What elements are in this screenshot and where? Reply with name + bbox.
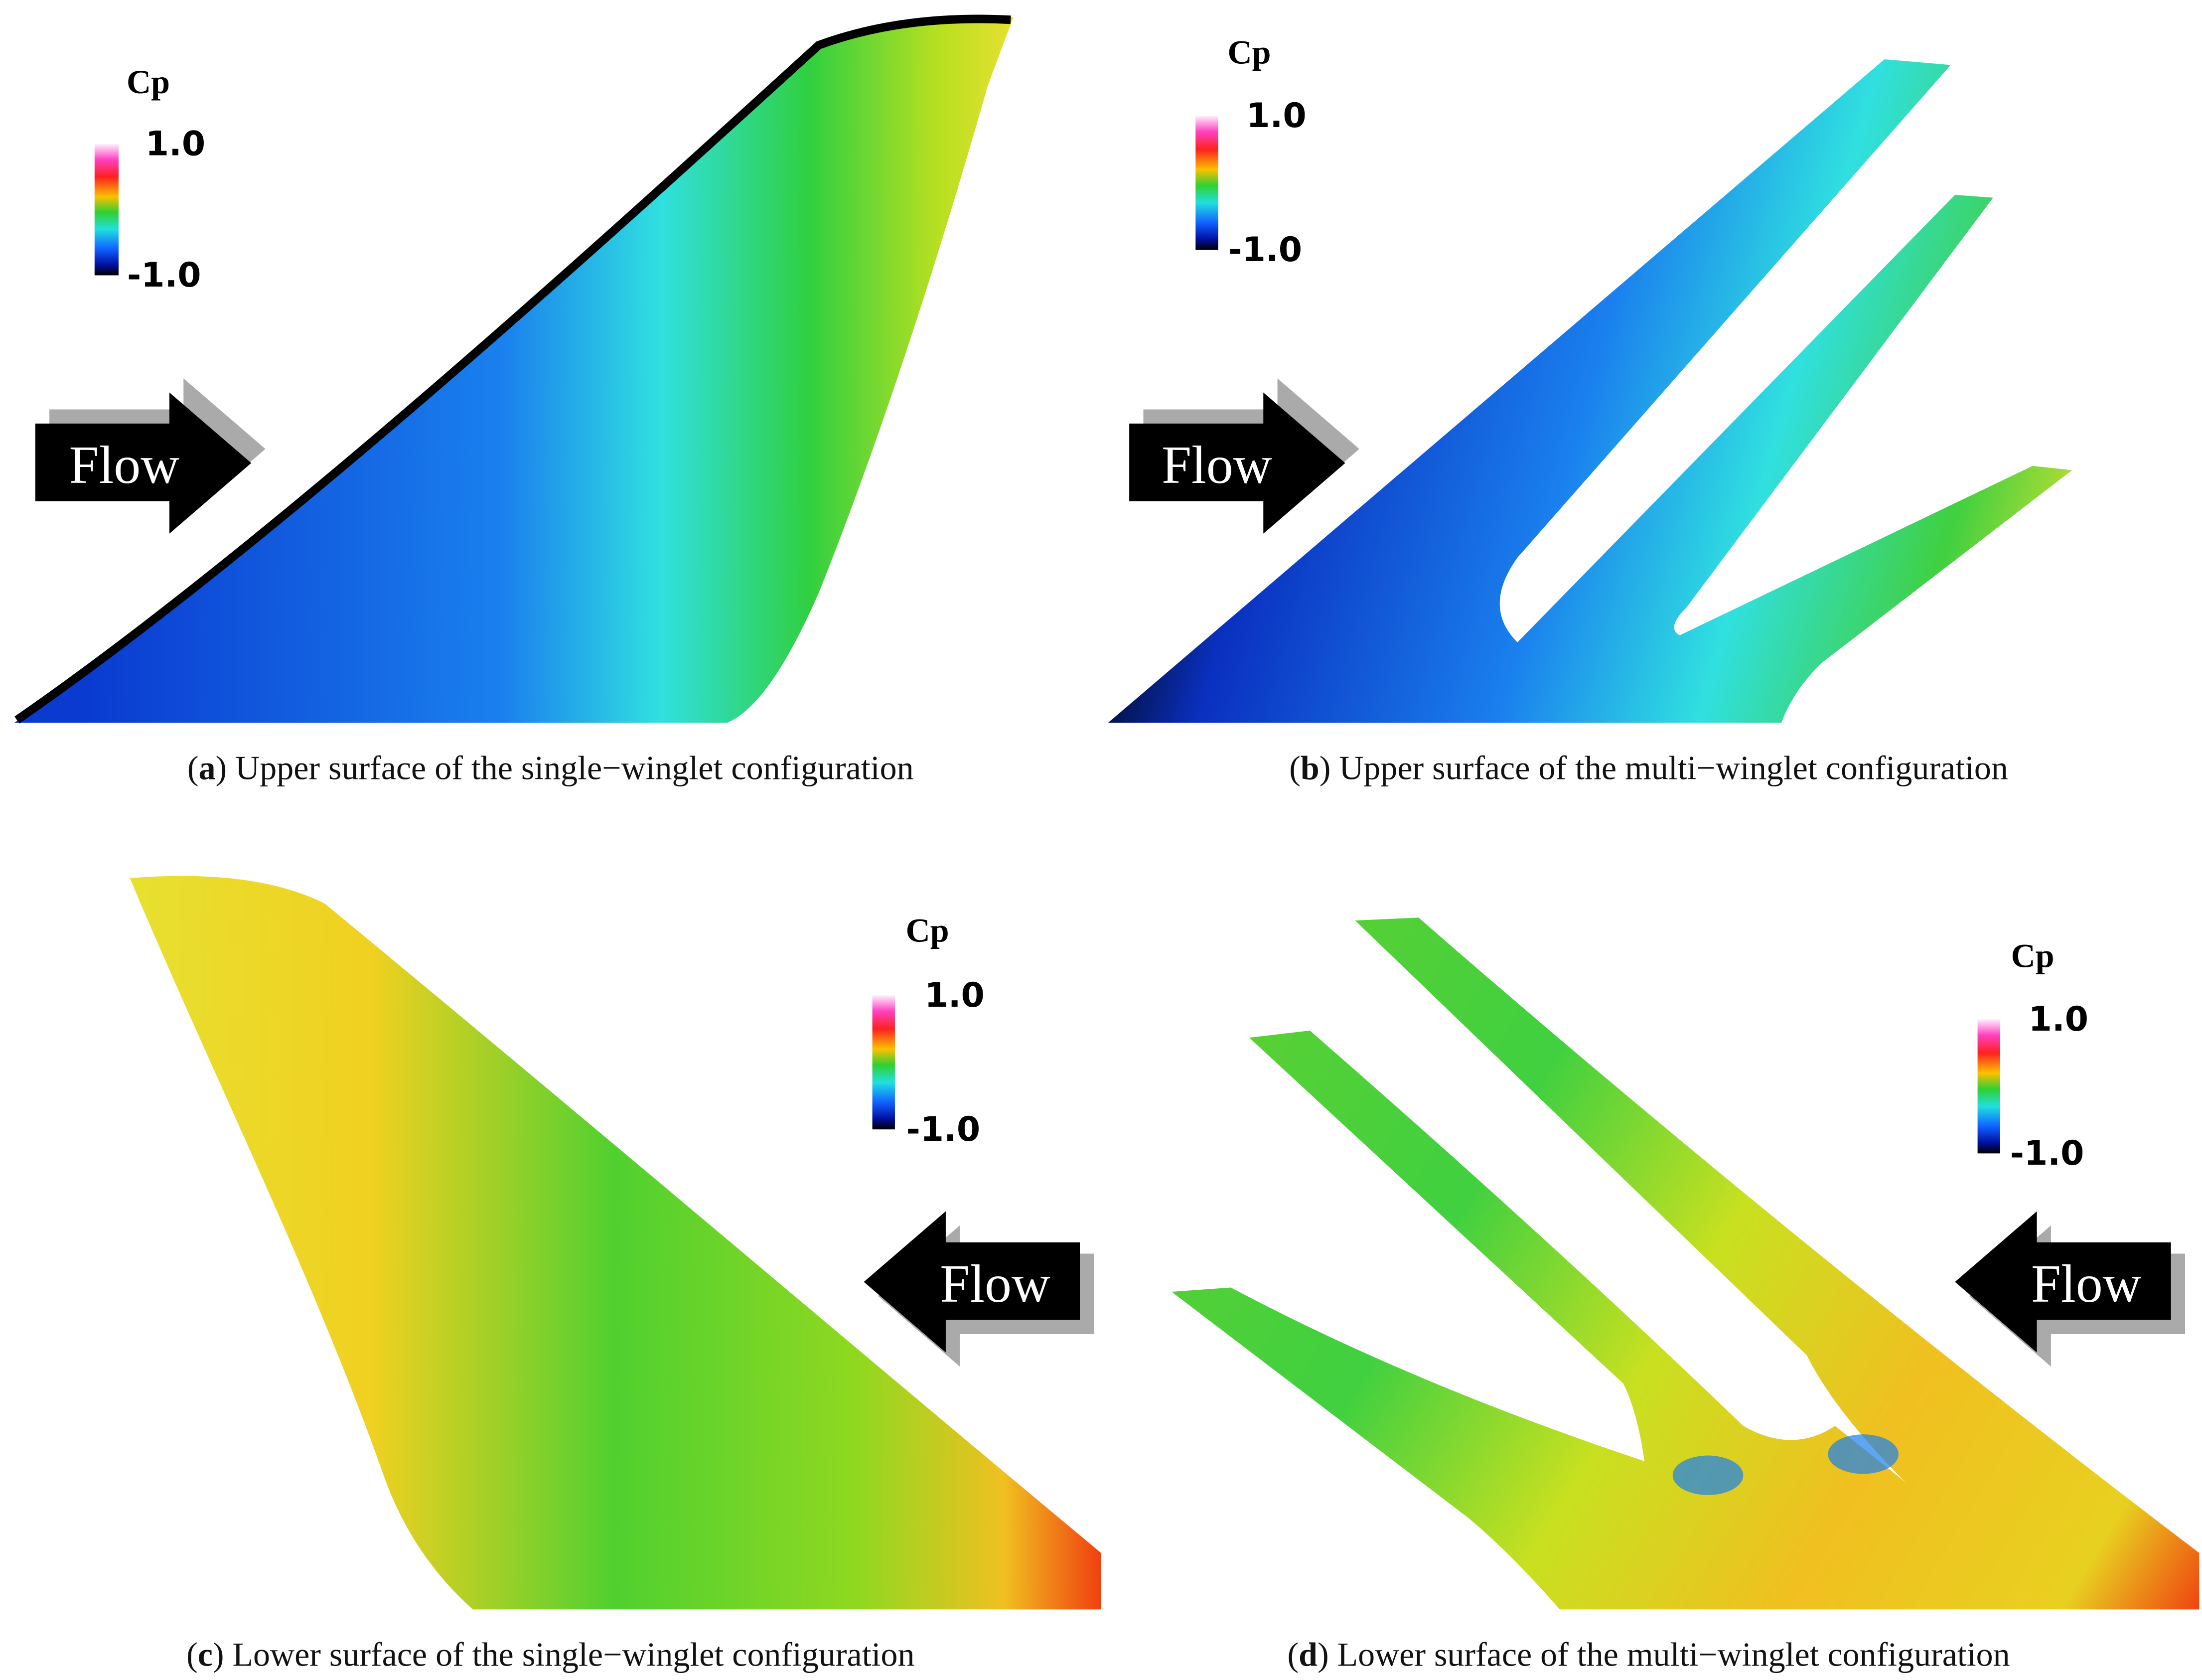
colorbar-max: 1.0 [146,125,205,164]
colorbar-title: Cp [906,911,949,949]
caption-part: ) Upper surface of the multi−winglet con… [1320,749,2008,787]
colorbar-min: -1.0 [906,1110,981,1149]
panel-c: Flow Cp 1.0 -1.0 (c) Lower surface of th… [130,876,1101,1674]
leading-edge [14,14,1011,724]
colorbar-title: Cp [127,63,170,101]
flow-label: Flow [1162,436,1272,495]
caption: (d) Lower surface of the multi−winglet c… [1287,1636,2010,1674]
flow-arrow: Flow [1955,1211,2186,1367]
wing-surface [14,16,1014,723]
wing-surface [1172,917,2200,1610]
wing-surface [130,876,1101,1610]
flow-arrow: Flow [35,378,266,534]
caption-part: ) Lower surface of the multi−winglet con… [1318,1636,2010,1674]
colorbar-max: 1.0 [2029,1000,2088,1039]
colorbar-title: Cp [2011,936,2055,974]
caption-part: b [1301,749,1320,787]
flow-label: Flow [69,436,180,495]
colorbar [1977,1019,2000,1154]
caption-part: d [1299,1636,1318,1674]
caption-part: c [198,1636,213,1674]
colorbar-max: 1.0 [1246,96,1306,136]
caption-part: ( [187,749,199,787]
flow-label: Flow [2031,1254,2142,1314]
flow-label: Flow [940,1254,1050,1314]
low-pressure-spot [1828,1434,1899,1474]
panel-b: Flow Cp 1.0 -1.0 (b) Upper surface of th… [1108,33,2072,787]
flow-arrow: Flow [1129,378,1359,534]
flow-arrow: Flow [864,1211,1094,1367]
panel-d: Flow Cp 1.0 -1.0 (d) Lower surface of th… [1172,917,2200,1674]
wing-surface [1108,59,2072,723]
low-pressure-spot [1672,1455,1744,1495]
caption: (c) Lower surface of the single−winglet … [186,1636,914,1674]
panel-a: Flow Cp 1.0 -1.0 (a) Upper surface of th… [14,14,1014,787]
caption-part: ( [1289,749,1301,787]
caption-part: ) Upper surface of the single−winglet co… [216,749,914,787]
caption-part: ) Lower surface of the single−winglet co… [213,1636,915,1674]
caption-part: ( [186,1636,198,1674]
caption: (b) Upper surface of the multi−winglet c… [1289,749,2008,787]
colorbar [94,144,119,276]
colorbar [1195,116,1218,250]
colorbar-max: 1.0 [924,976,984,1015]
colorbar-min: -1.0 [2010,1134,2084,1173]
caption-part: a [199,749,216,787]
caption: (a) Upper surface of the single−winglet … [187,749,914,787]
colorbar-min: -1.0 [127,256,201,295]
colorbar-min: -1.0 [1228,230,1302,270]
colorbar-title: Cp [1227,33,1271,71]
colorbar [872,995,895,1130]
caption-part: ( [1287,1636,1299,1674]
